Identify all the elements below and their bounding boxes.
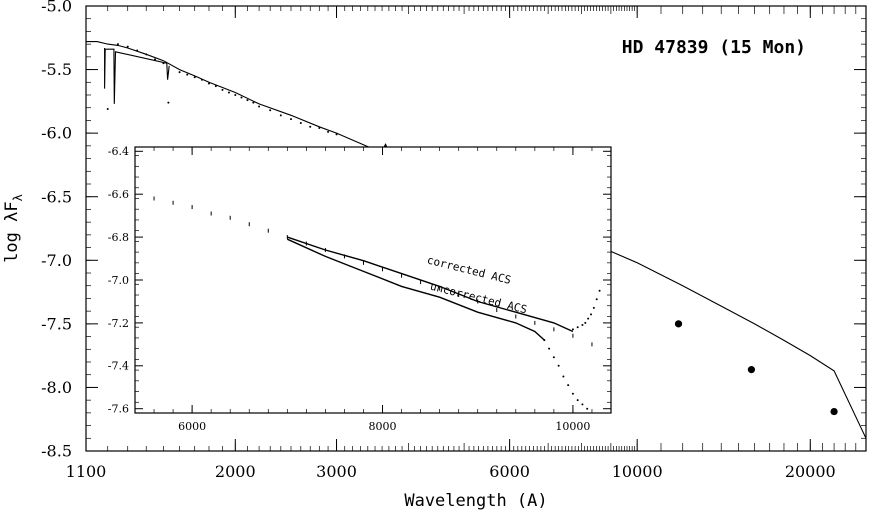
inset-plot: 6000 8000 10000 -6.4 -6.6 -6.8 -7.0 -7.2 -7.4 -7.… bbox=[108, 145, 612, 433]
data-point-3-1 bbox=[548, 347, 551, 350]
y-tick-label: -6.4 bbox=[108, 145, 129, 158]
inset-background bbox=[135, 147, 611, 413]
y-tick-label: -6.6 bbox=[108, 188, 129, 201]
y-tick-label: -7.0 bbox=[41, 251, 72, 270]
data-point-2-3 bbox=[136, 49, 139, 52]
data-point-2-23 bbox=[290, 118, 293, 121]
y-tick-label: -6.0 bbox=[41, 124, 72, 143]
data-point-2-20 bbox=[258, 105, 261, 108]
data-point-2-26 bbox=[318, 127, 321, 130]
y-axis-label: log λFλ bbox=[2, 194, 25, 263]
y-tick-label: -5.0 bbox=[41, 0, 72, 16]
data-point-2-2 bbox=[126, 45, 129, 48]
data-point-2-9 bbox=[186, 73, 189, 76]
series-line-2 bbox=[287, 238, 545, 341]
data-point-3-0 bbox=[543, 339, 546, 342]
x-tick-label: 20000 bbox=[785, 462, 836, 481]
plot-frame bbox=[85, 5, 867, 452]
y-tick-label: -7.2 bbox=[108, 317, 129, 330]
data-point-3-7 bbox=[576, 399, 579, 402]
x-tick-label: 2000 bbox=[215, 462, 256, 481]
series-line-1 bbox=[287, 236, 574, 333]
data-point-2-17 bbox=[240, 96, 243, 99]
data-point-4-0 bbox=[571, 328, 574, 331]
data-point-2-1 bbox=[116, 43, 119, 46]
data-point-5-6 bbox=[747, 366, 756, 374]
y-tick-label: -8.5 bbox=[41, 442, 72, 461]
x-tick-label: 6000 bbox=[489, 462, 530, 481]
data-point-2-16 bbox=[234, 94, 237, 96]
data-point-4-6 bbox=[592, 306, 595, 309]
x-tick-label: 10000 bbox=[555, 420, 590, 433]
data-point-2-27 bbox=[327, 130, 330, 133]
x-tick-label: 8000 bbox=[369, 420, 397, 433]
data-point-4-2 bbox=[581, 324, 584, 327]
y-tick-label: -6.5 bbox=[41, 187, 72, 206]
data-point-5-7 bbox=[830, 407, 838, 416]
chart-title: HD 47839 (15 Mon) bbox=[622, 37, 806, 58]
y-tick-label: -6.8 bbox=[108, 231, 129, 244]
data-point-2-12 bbox=[207, 82, 210, 85]
y-tick-label: -7.4 bbox=[108, 360, 129, 373]
data-point-2-19 bbox=[252, 101, 255, 104]
data-point-3-2 bbox=[552, 356, 555, 359]
y-axis-label-subscript: λ bbox=[11, 194, 25, 201]
x-tick-label: 3000 bbox=[316, 462, 357, 481]
data-point-5-5 bbox=[674, 320, 683, 328]
data-point-2-8 bbox=[178, 71, 181, 74]
y-tick-label: -8.0 bbox=[41, 378, 72, 397]
data-point-4-3 bbox=[584, 321, 587, 324]
data-point-2-14 bbox=[221, 88, 224, 91]
data-point-4-4 bbox=[587, 317, 590, 320]
data-point-2-4 bbox=[145, 53, 148, 56]
data-point-2-5 bbox=[153, 58, 156, 61]
data-point-3-6 bbox=[571, 392, 574, 395]
data-point-4-5 bbox=[590, 313, 593, 316]
data-point-2-11 bbox=[200, 78, 203, 81]
x-tick-label: 10000 bbox=[612, 462, 663, 481]
data-point-2-10 bbox=[193, 76, 196, 79]
data-point-2-7 bbox=[167, 101, 170, 104]
data-point-3-4 bbox=[562, 375, 565, 378]
data-point-3-3 bbox=[557, 364, 560, 367]
series-line-1 bbox=[104, 48, 170, 104]
data-point-4-8 bbox=[598, 289, 601, 292]
data-point-2-28 bbox=[335, 133, 338, 136]
data-point-3-8 bbox=[581, 403, 584, 406]
data-point-2-0 bbox=[106, 107, 109, 110]
data-point-2-18 bbox=[246, 99, 249, 102]
y-tick-label: -5.5 bbox=[41, 60, 72, 79]
data-point-2-24 bbox=[299, 121, 302, 124]
data-point-3-9 bbox=[586, 407, 589, 410]
data-point-2-25 bbox=[309, 125, 312, 128]
data-point-4-7 bbox=[595, 298, 598, 301]
data-point-4-1 bbox=[576, 326, 579, 329]
x-axis-label: Wavelength (A) bbox=[404, 491, 547, 511]
data-point-2-22 bbox=[279, 114, 282, 117]
data-point-2-13 bbox=[214, 85, 217, 88]
y-tick-label: -7.6 bbox=[108, 403, 129, 416]
x-tick-label: 1100 bbox=[66, 462, 107, 481]
data-point-2-6 bbox=[162, 62, 165, 65]
x-tick-label: 6000 bbox=[178, 420, 206, 433]
data-point-2-21 bbox=[269, 109, 272, 112]
y-tick-label: -7.5 bbox=[41, 314, 72, 333]
y-tick-label: -7.0 bbox=[108, 274, 129, 287]
data-point-3-5 bbox=[567, 384, 570, 387]
data-point-2-15 bbox=[227, 91, 230, 94]
